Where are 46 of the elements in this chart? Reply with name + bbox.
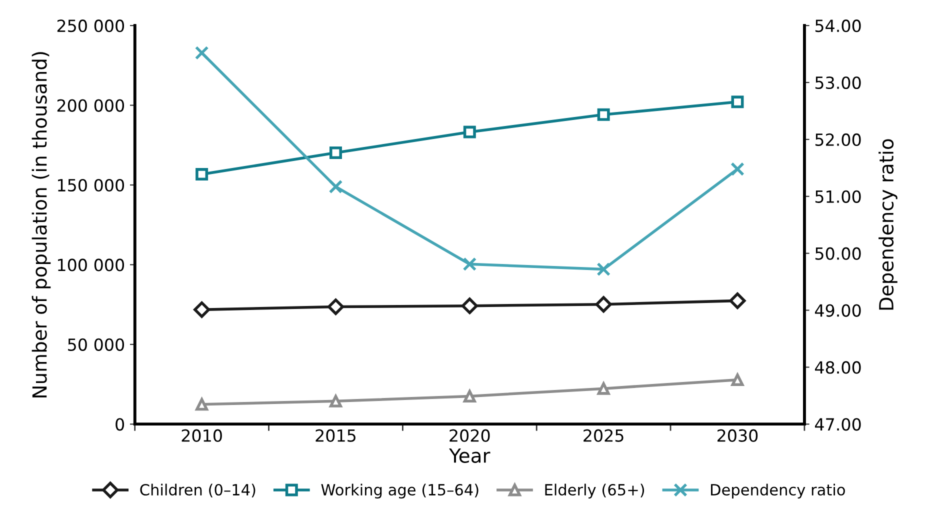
y2-tick-label: 48.00 [814,361,861,374]
point [327,298,344,316]
point [461,298,478,314]
legend-label: Dependency ratio [711,484,845,499]
y2-tick-label: 49.00 [814,304,861,317]
x-axis-title: Year [449,448,490,463]
point [463,126,476,138]
y2-tick-label: 52.00 [815,133,861,146]
y2-axis-title: Dependency ratio [878,139,898,310]
point [196,168,208,181]
x-tick-label: 2010 [182,429,222,442]
point [462,257,477,272]
point [729,292,746,309]
y2-tick-label: 50.00 [815,247,861,260]
y-tick-label: 100 000 [58,258,124,272]
point [329,394,342,408]
point [196,398,208,411]
point [194,46,209,60]
y-axis-title: Number of population (in thousand) [32,52,51,398]
point [194,301,210,318]
point [731,96,744,108]
y-tick-label: 150 000 [58,178,124,192]
legend-label: Working age (15–64) [321,484,478,499]
y2-tick-label: 54.00 [815,20,861,32]
x-tick-label: 2025 [584,429,624,442]
point [597,382,610,395]
point [597,108,610,121]
y2-tick-label: 53.00 [815,76,861,90]
point [329,146,342,160]
legend-label: Children (0–14) [140,484,256,498]
x-tick-label: 2030 [718,429,758,442]
y-tick-label: 250 000 [57,20,124,32]
point [595,296,612,313]
point [328,180,343,194]
legend-label: Elderly (65+) [545,484,644,499]
point [596,262,611,276]
y2-tick-label: 51.00 [815,190,861,203]
x-tick-label: 2015 [316,429,356,442]
point [731,374,744,386]
y-tick-label: 50 000 [68,338,124,351]
x-tick-label: 2020 [450,429,490,442]
point [730,162,744,176]
y2-tick-label: 47.00 [814,418,861,431]
point [463,390,476,402]
y-tick-label: 200 000 [57,99,124,112]
y-tick-label: 0 [116,418,124,431]
